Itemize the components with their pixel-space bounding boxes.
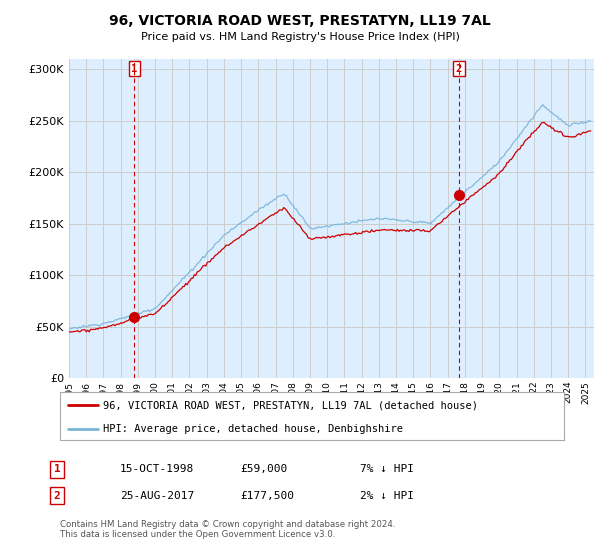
Text: 96, VICTORIA ROAD WEST, PRESTATYN, LL19 7AL (detached house): 96, VICTORIA ROAD WEST, PRESTATYN, LL19 … bbox=[103, 400, 478, 410]
Text: 1: 1 bbox=[53, 464, 61, 474]
Text: HPI: Average price, detached house, Denbighshire: HPI: Average price, detached house, Denb… bbox=[103, 424, 403, 434]
Text: Contains HM Land Registry data © Crown copyright and database right 2024.
This d: Contains HM Land Registry data © Crown c… bbox=[60, 520, 395, 539]
Text: 25-AUG-2017: 25-AUG-2017 bbox=[120, 491, 194, 501]
Text: Price paid vs. HM Land Registry's House Price Index (HPI): Price paid vs. HM Land Registry's House … bbox=[140, 32, 460, 43]
Text: £177,500: £177,500 bbox=[240, 491, 294, 501]
Text: 96, VICTORIA ROAD WEST, PRESTATYN, LL19 7AL: 96, VICTORIA ROAD WEST, PRESTATYN, LL19 … bbox=[109, 14, 491, 28]
Text: 2% ↓ HPI: 2% ↓ HPI bbox=[360, 491, 414, 501]
Text: £59,000: £59,000 bbox=[240, 464, 287, 474]
Text: 2: 2 bbox=[456, 64, 462, 73]
Text: 2: 2 bbox=[53, 491, 61, 501]
Text: 15-OCT-1998: 15-OCT-1998 bbox=[120, 464, 194, 474]
Text: 7% ↓ HPI: 7% ↓ HPI bbox=[360, 464, 414, 474]
Text: 1: 1 bbox=[131, 64, 137, 73]
